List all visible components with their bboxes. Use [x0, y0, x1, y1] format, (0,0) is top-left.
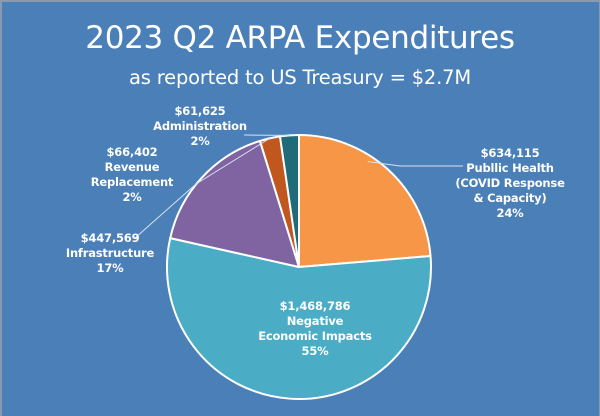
category-label: Administration	[153, 119, 247, 133]
category-label: Revenue	[104, 160, 160, 174]
chart-title: 2023 Q2 ARPA Expenditures	[85, 20, 515, 56]
leader-line-public-health	[367, 161, 463, 167]
data-label-revenue-replacement: $66,402 Revenue Replacement 2%	[82, 145, 182, 205]
value-label: $1,468,786	[279, 299, 351, 313]
percent-label: 55%	[301, 344, 329, 358]
leader-lines	[134, 134, 463, 239]
chart-subtitle: as reported to US Treasury = $2.7M	[129, 66, 471, 89]
pie-slice-infrastructure	[169, 139, 300, 268]
value-label: $447,569	[80, 231, 140, 245]
pie-slice-public-health	[298, 134, 432, 268]
value-label: $66,402	[106, 145, 158, 159]
data-label-public-health: $634,115 Publlic Health (COVID Response …	[440, 146, 580, 221]
percent-label: 17%	[96, 261, 124, 275]
pie-slice-negative-economic-impacts	[166, 237, 432, 400]
pie-slice-administration	[278, 134, 300, 268]
data-label-negative-economic-impacts: $1,468,786 Negative Economic Impacts 55%	[240, 299, 390, 359]
category-label: Negative	[286, 314, 344, 328]
data-label-administration: $61,625 Administration 2%	[152, 104, 248, 149]
category-label: Economic Impacts	[258, 329, 372, 343]
category-label: Publlic Health	[466, 161, 554, 175]
category-label: Infrastructure	[65, 246, 155, 260]
percent-label: 24%	[496, 206, 524, 220]
percent-label: 2%	[122, 190, 142, 204]
percent-label: 2%	[190, 134, 210, 148]
category-label: & Capacity)	[473, 191, 547, 205]
category-label: (COVID Response	[455, 176, 565, 190]
pie-slices	[166, 134, 432, 400]
value-label: $61,625	[174, 104, 226, 118]
value-label: $634,115	[480, 146, 540, 160]
category-label: Replacement	[90, 175, 174, 189]
data-label-infrastructure: $447,569 Infrastructure 17%	[60, 231, 160, 276]
leader-line-revenue-replacement	[134, 137, 271, 239]
